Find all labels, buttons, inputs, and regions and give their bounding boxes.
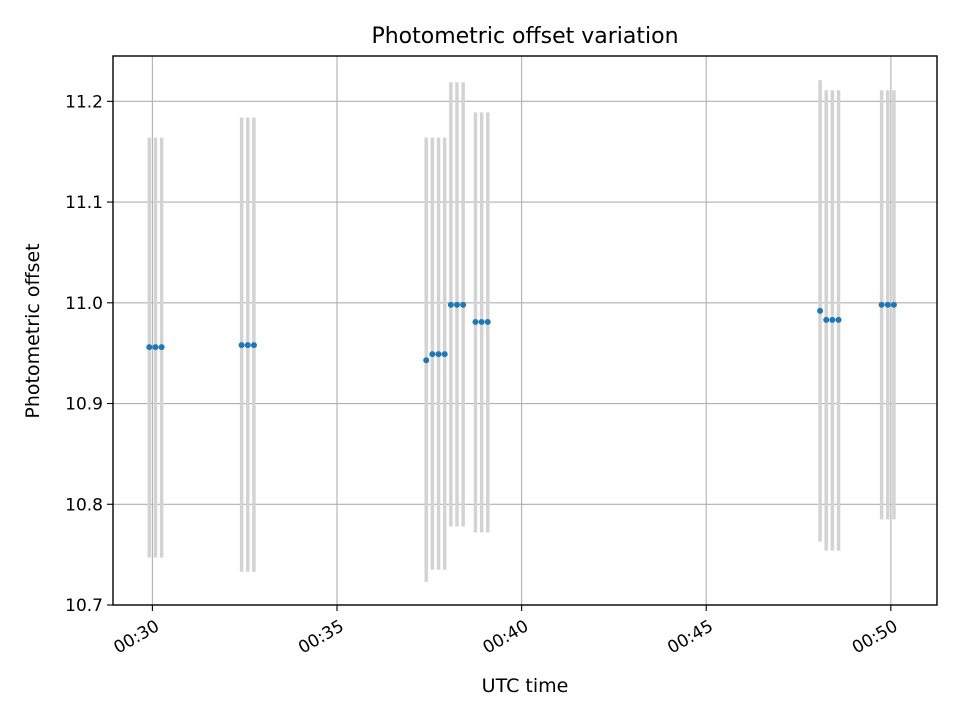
data-points: [146, 301, 897, 364]
data-point: [878, 301, 885, 308]
data-point: [435, 351, 442, 358]
data-point: [823, 316, 830, 323]
data-point: [441, 351, 448, 358]
y-tick-label: 11.0: [65, 294, 103, 314]
data-point: [454, 301, 460, 308]
plot-frame: [112, 55, 938, 606]
data-point: [835, 316, 842, 323]
data-point: [817, 307, 824, 314]
x-axis-label: UTC time: [482, 675, 569, 697]
data-point: [460, 301, 467, 308]
y-axis-label: Photometric offset: [22, 243, 44, 418]
y-tick-label: 10.9: [65, 395, 103, 415]
data-point: [244, 342, 251, 349]
data-point: [478, 318, 485, 325]
data-point: [472, 318, 479, 325]
y-tick-label: 10.8: [65, 495, 103, 515]
data-point: [484, 318, 491, 325]
data-point: [250, 342, 257, 349]
data-point: [884, 301, 891, 308]
data-point: [829, 316, 836, 323]
data-point: [152, 344, 159, 351]
data-point: [146, 344, 153, 351]
data-point: [238, 342, 245, 349]
chart-title: Photometric offset variation: [371, 24, 678, 49]
y-tick-label: 11.1: [65, 193, 103, 213]
data-point: [890, 301, 897, 308]
grid: [113, 56, 937, 606]
data-point: [158, 344, 165, 351]
data-point: [447, 301, 454, 308]
y-tick-label: 11.2: [65, 92, 103, 112]
y-tick-label: 10.7: [65, 596, 103, 616]
data-point: [423, 357, 430, 364]
data-point: [429, 351, 436, 358]
